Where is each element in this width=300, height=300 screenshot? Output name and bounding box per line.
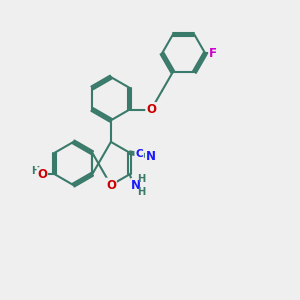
Text: N: N xyxy=(146,150,156,163)
Text: C: C xyxy=(135,149,143,159)
Text: F: F xyxy=(209,47,217,60)
Text: H: H xyxy=(31,166,39,176)
Text: O: O xyxy=(37,168,47,181)
Text: H: H xyxy=(137,187,146,197)
Text: O: O xyxy=(146,103,156,116)
Text: O: O xyxy=(106,178,116,192)
Text: N: N xyxy=(131,179,141,192)
Text: H: H xyxy=(137,174,146,184)
